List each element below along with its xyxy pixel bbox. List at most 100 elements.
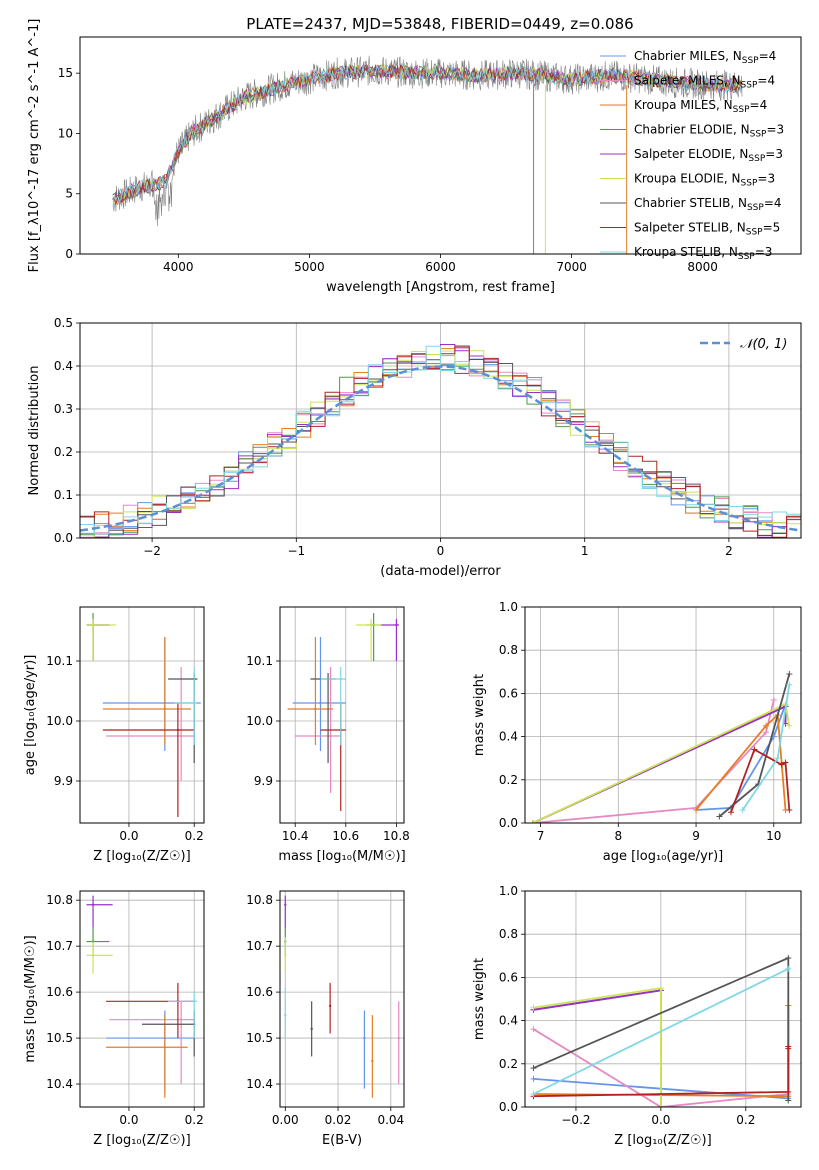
weight-line-4	[533, 989, 662, 1011]
legend-label-4: Salpeter ELODIE, NSSP=3	[634, 147, 783, 164]
point-1	[397, 1036, 400, 1040]
tick-label-y: 0.4	[499, 1014, 518, 1028]
tick-label-y: 10	[58, 126, 73, 140]
tick-label-x: −2	[143, 544, 161, 558]
weight-marker-1	[530, 1026, 537, 1033]
panel-mass_vs_ebv: 0.00 0.02 0.04 10.4 10.5 10.6 10.7 10.8 E(B-V)	[246, 890, 405, 1148]
weight-marker-7	[782, 759, 789, 766]
weight-marker-6	[786, 670, 793, 677]
tick-label-y: 0.3	[54, 402, 73, 416]
weight-marker-7	[786, 807, 793, 814]
legend-sub: SSP	[750, 130, 767, 140]
axes-frame	[524, 606, 802, 824]
spectrum-legend: Chabrier MILES, NSSP=4 Salpeter MILES, NS…	[600, 49, 784, 262]
tick-label-y: 0.0	[499, 816, 518, 830]
axes-frame	[79, 322, 802, 539]
figure-title: PLATE=2437, MJD=53848, FIBERID=0449, z=0…	[246, 15, 633, 33]
weight-marker-8	[786, 681, 793, 688]
axes-frame	[279, 606, 405, 824]
panel-spectrum: 4000 5000 6000 7000 8000 0 5 10 15 wavelength [An…	[27, 19, 802, 295]
weight-marker-7	[778, 761, 785, 768]
weight-marker-8	[774, 755, 781, 762]
weight-marker-6	[716, 813, 723, 820]
y-axis-label: Normed distribution	[27, 366, 42, 496]
weight-marker-5	[530, 1004, 537, 1011]
weight-marker-2	[763, 722, 770, 729]
axes-frame	[79, 36, 802, 255]
point-5	[284, 954, 287, 957]
plot-area	[112, 55, 743, 254]
axes-frame	[79, 890, 205, 1108]
tick-label-y: 1.0	[499, 600, 518, 614]
tick-label-x: 10.6	[332, 829, 359, 843]
y-axis-label: age [log₁₀(age/yr)]	[23, 655, 38, 776]
legend-label-8: Kroupa STELIB, NSSP=3	[634, 245, 772, 262]
tick-label-x: 0.0	[119, 829, 138, 843]
tick-label-y: 9.9	[254, 774, 273, 788]
tick-label-y: 0.5	[54, 316, 73, 330]
plot-area	[529, 670, 793, 823]
normal-curve	[80, 365, 801, 532]
legend-sub: SSP	[733, 105, 750, 115]
point-7	[328, 1004, 332, 1008]
point-0	[319, 701, 322, 705]
legend-eq: =3	[766, 123, 784, 137]
legend-label-3: Chabrier ELODIE, NSSP=3	[634, 123, 784, 140]
tick-label-y: 0.2	[499, 1057, 518, 1071]
legend-label-2: Kroupa MILES, NSSP=4	[634, 98, 767, 115]
weight-marker-7	[785, 1088, 792, 1095]
weight-marker-5	[657, 1104, 664, 1107]
weight-marker-6	[785, 954, 792, 961]
axes-frame	[524, 890, 802, 1108]
weight-marker-6	[530, 1065, 537, 1072]
tick-label-y: 10.7	[46, 939, 73, 953]
tick-label-x: 0.2	[185, 1113, 204, 1127]
tick-label-y: 10.6	[46, 985, 73, 999]
point-6	[310, 1027, 313, 1031]
plot-area	[287, 613, 399, 811]
tick-label-x: 10.8	[383, 829, 410, 843]
tick-label-y: 0.8	[499, 643, 518, 657]
tick-label-y: 10.8	[246, 893, 273, 907]
point-4	[284, 903, 287, 906]
legend-sub: SSP	[741, 179, 758, 189]
legend-eq: =4	[764, 196, 782, 210]
tick-label-x: −1	[287, 544, 305, 558]
tick-label-x: 1	[581, 544, 589, 558]
tick-label-x: 7	[537, 829, 545, 843]
point-4	[395, 623, 398, 627]
hist-step-8	[80, 345, 801, 535]
tick-label-x: 0.0	[119, 1113, 138, 1127]
tick-label-x: 0.0	[651, 1113, 670, 1127]
point-1	[179, 734, 183, 738]
legend-label-6: Chabrier STELIB, NSSP=4	[634, 196, 782, 213]
tick-label-y: 10.4	[246, 1077, 273, 1091]
tick-label-y: 0.4	[54, 359, 73, 373]
weight-marker-7	[728, 809, 735, 816]
x-axis-label: age [log₁₀(age/yr)]	[603, 849, 724, 864]
weight-marker-7	[751, 746, 758, 753]
weight-marker-8	[785, 965, 792, 972]
tick-label-y: 0.2	[499, 773, 518, 787]
weight-marker-0	[530, 1075, 537, 1082]
tick-label-x: 9	[692, 829, 700, 843]
legend-sub: SSP	[741, 81, 758, 91]
x-axis-label: (data-model)/error	[380, 564, 501, 579]
y-axis-label: mass [log₁₀(M/M☉)]	[23, 935, 38, 1062]
tick-label-x: 8000	[687, 260, 718, 274]
tick-label-y: 0.6	[499, 686, 518, 700]
weight-marker-5	[657, 985, 664, 992]
tick-label-y: 0.0	[54, 531, 73, 545]
weight-marker-5	[786, 722, 793, 729]
weight-line-1	[533, 1028, 789, 1107]
legend-sub: SSP	[738, 252, 755, 262]
tick-label-x: 6000	[425, 260, 456, 274]
tick-label-x: 0	[437, 544, 445, 558]
weight-marker-1	[763, 729, 770, 736]
tick-label-x: 10	[766, 829, 781, 843]
point-5	[369, 623, 373, 627]
tick-label-y: 0.8	[499, 927, 518, 941]
spectrum-model-7	[112, 64, 743, 206]
tick-label-y: 1.0	[499, 884, 518, 898]
